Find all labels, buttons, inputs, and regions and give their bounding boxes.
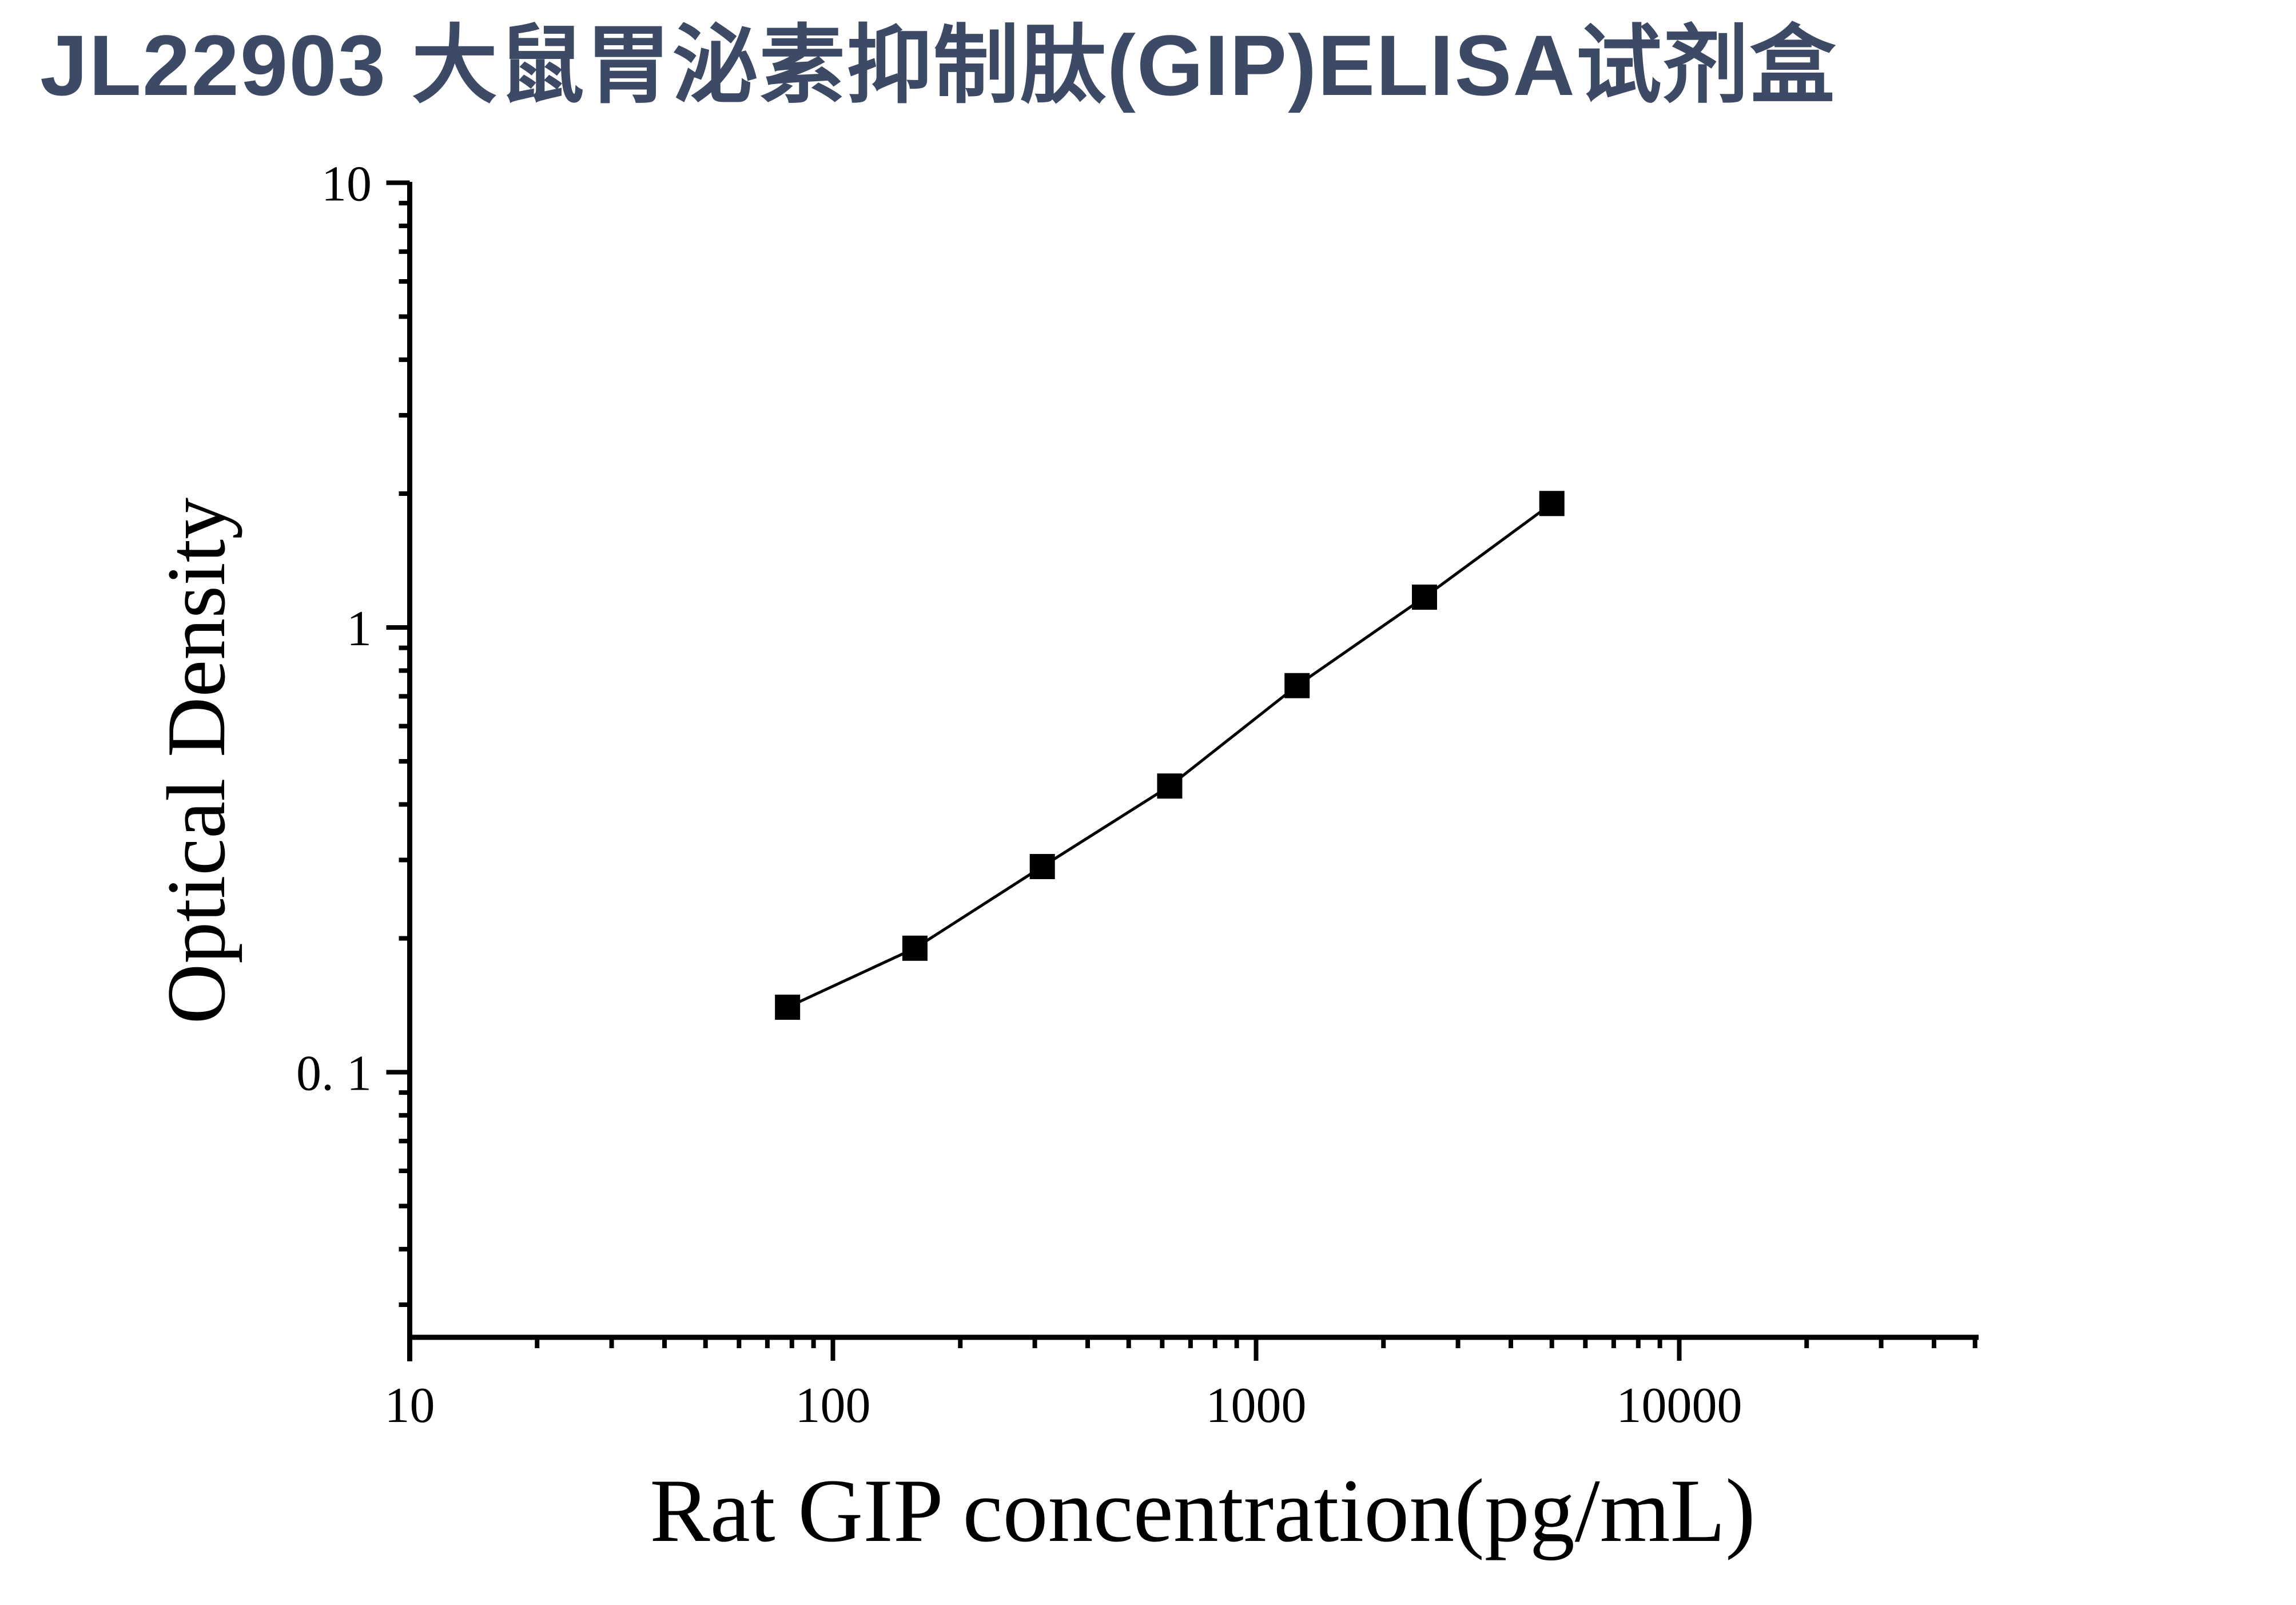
y-axis-tick-label: 1 <box>347 601 372 657</box>
chart-title: JL22903 大鼠胃泌素抑制肽(GIP)ELISA试剂盒 <box>40 17 1837 113</box>
standard-curve-line <box>787 502 1553 1009</box>
x-axis-tick-label: 10 <box>385 1378 435 1433</box>
y-axis-tick-label: 10 <box>321 157 372 212</box>
x-axis-title: Rat GIP concentration(pg/mL) <box>650 1461 1756 1561</box>
x-axis-tick-label: 10000 <box>1617 1378 1742 1433</box>
data-point-marker <box>1029 853 1055 879</box>
data-point-marker <box>1539 491 1565 517</box>
data-point-marker <box>902 935 928 961</box>
data-point-marker <box>1411 584 1437 610</box>
x-axis-tick-label: 100 <box>795 1378 871 1433</box>
x-axis-tick-label: 1000 <box>1206 1378 1307 1433</box>
data-point-marker <box>1157 773 1183 799</box>
y-axis-tick-label: 0. 1 <box>296 1046 372 1102</box>
y-axis-title: Optical Density <box>150 498 242 1024</box>
data-point-marker <box>1284 673 1310 698</box>
data-point-marker <box>775 994 801 1020</box>
